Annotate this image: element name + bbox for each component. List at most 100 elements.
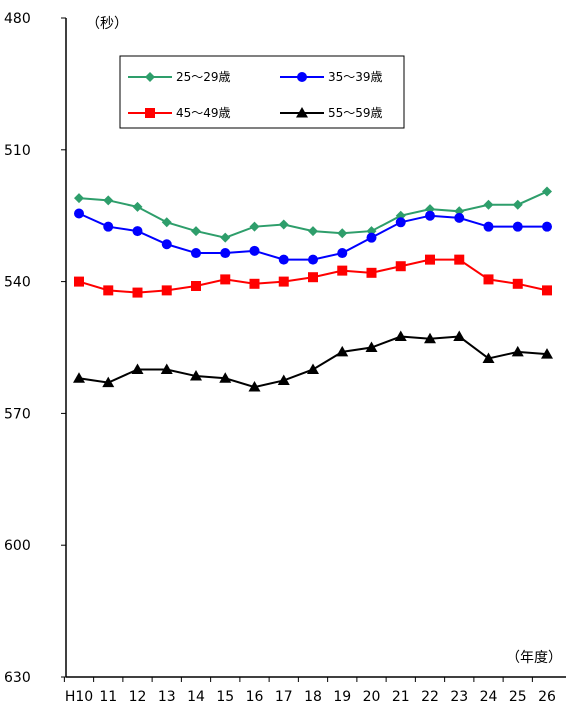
x-tick-label: 23 xyxy=(450,689,468,705)
series-lines xyxy=(73,186,553,392)
data-point xyxy=(395,217,406,228)
legend-label: 55〜59歳 xyxy=(328,106,383,120)
x-tick-label: 15 xyxy=(216,689,234,705)
y-tick-label: 510 xyxy=(4,143,31,159)
data-point xyxy=(482,352,495,363)
data-point xyxy=(395,261,406,272)
data-point xyxy=(366,232,377,243)
data-point xyxy=(483,274,494,285)
data-point xyxy=(512,199,523,210)
legend-marker xyxy=(297,72,307,82)
data-point xyxy=(278,254,289,265)
data-point xyxy=(278,219,289,230)
legend-marker xyxy=(296,107,308,118)
data-point xyxy=(542,186,552,197)
data-point xyxy=(308,226,318,237)
x-tick-label: 21 xyxy=(392,689,410,705)
data-point xyxy=(249,245,260,256)
y-axis-unit-label: （秒） xyxy=(86,16,128,32)
data-point xyxy=(191,280,201,291)
data-point xyxy=(220,248,231,259)
data-point xyxy=(337,265,348,276)
data-point xyxy=(453,330,466,342)
x-tick-label: 12 xyxy=(129,689,147,705)
data-point xyxy=(425,210,435,221)
data-point xyxy=(131,363,144,374)
data-point xyxy=(277,374,290,385)
legend-marker xyxy=(145,108,155,118)
data-point xyxy=(190,370,202,381)
series-line xyxy=(78,212,547,261)
x-tick-label: 14 xyxy=(187,689,205,705)
x-tick-label: 13 xyxy=(158,689,176,705)
y-tick-label: 540 xyxy=(4,275,31,291)
data-point xyxy=(248,381,261,392)
x-axis-unit-label: （年度） xyxy=(506,650,562,666)
data-point xyxy=(161,285,172,296)
data-point xyxy=(220,274,231,285)
series-3 xyxy=(74,254,552,298)
data-point xyxy=(512,221,523,232)
data-point xyxy=(541,348,553,359)
data-point xyxy=(161,217,172,228)
x-tick-label: 17 xyxy=(275,689,293,705)
data-point xyxy=(161,239,172,250)
data-point xyxy=(394,330,407,342)
data-point xyxy=(366,267,377,278)
data-point xyxy=(74,276,84,287)
legend-marker xyxy=(145,72,155,82)
legend-item: 35〜39歳 xyxy=(280,70,383,84)
data-point xyxy=(454,254,465,265)
data-point xyxy=(337,248,348,259)
data-point xyxy=(103,285,114,296)
data-point xyxy=(336,345,349,357)
legend: 25〜29歳 35〜39歳 45〜49歳 55〜59歳 xyxy=(119,55,405,129)
y-ticks: 480 510 540 570 600 630 xyxy=(4,11,66,686)
data-point xyxy=(542,221,552,232)
data-point xyxy=(425,254,435,265)
legend-item: 55〜59歳 xyxy=(280,106,383,120)
y-tick-label: 600 xyxy=(4,538,31,554)
data-point xyxy=(307,363,319,374)
data-point xyxy=(278,276,289,287)
y-tick-label: 480 xyxy=(4,11,31,27)
data-point xyxy=(132,287,143,298)
x-tick-label: 18 xyxy=(304,689,322,705)
series-line xyxy=(78,335,548,389)
series-4 xyxy=(73,330,553,392)
data-point xyxy=(103,221,114,232)
x-tick-label: 24 xyxy=(480,689,498,705)
data-point xyxy=(511,345,524,357)
x-tick-label: 25 xyxy=(509,689,527,705)
legend-box xyxy=(119,55,405,129)
axes xyxy=(65,18,566,678)
legend-label: 25〜29歳 xyxy=(176,70,231,84)
data-point xyxy=(512,278,523,289)
data-point xyxy=(542,285,552,296)
data-point xyxy=(191,248,201,259)
series-1 xyxy=(74,186,552,243)
data-point xyxy=(365,341,378,352)
legend-label: 35〜39歳 xyxy=(328,70,383,84)
data-point xyxy=(308,254,318,265)
data-point xyxy=(337,228,348,239)
legend-label: 45〜49歳 xyxy=(176,106,231,120)
data-point xyxy=(249,278,260,289)
legend-item: 45〜49歳 xyxy=(128,106,231,120)
data-point xyxy=(249,221,260,232)
legend-item: 25〜29歳 xyxy=(128,70,231,84)
x-tick-label: 19 xyxy=(333,689,351,705)
x-tick-label: 20 xyxy=(363,689,381,705)
x-tick-label: H10 xyxy=(65,689,93,705)
x-ticks: H10 11 12 13 14 15 16 17 18 19 20 21 22 23 24 25 26 xyxy=(63,677,556,705)
data-point xyxy=(103,195,114,206)
y-tick-label: 630 xyxy=(4,670,31,686)
data-point xyxy=(102,376,115,388)
data-point xyxy=(483,199,494,210)
data-point xyxy=(191,226,201,237)
data-point xyxy=(454,212,465,223)
data-point xyxy=(308,272,318,283)
y-tick-label: 570 xyxy=(4,406,31,422)
x-tick-label: 22 xyxy=(421,689,439,705)
